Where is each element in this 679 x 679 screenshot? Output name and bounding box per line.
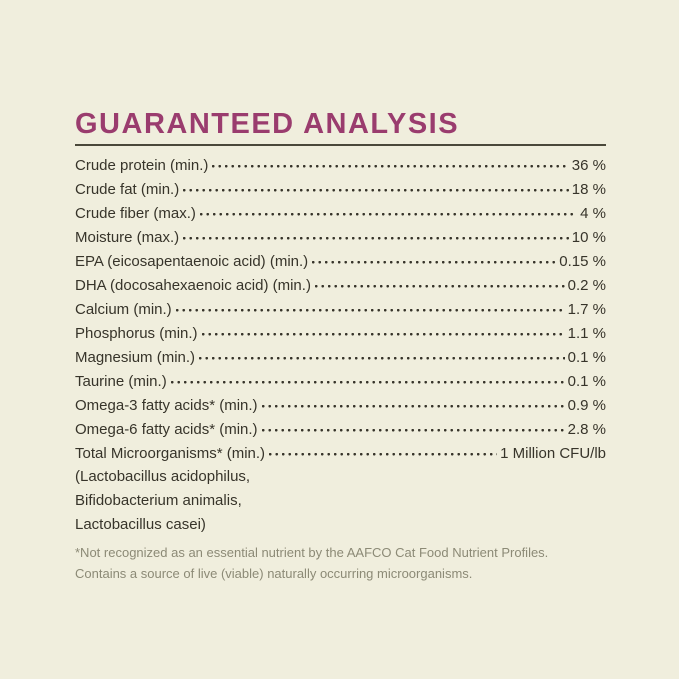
dot-leader — [201, 333, 565, 336]
analysis-row: DHA (docosahexaenoic acid) (min.) 0.2 % — [75, 273, 606, 297]
analysis-row: Taurine (min.) 0.1 % — [75, 369, 606, 393]
nutrient-value: 36 % — [571, 157, 606, 174]
dot-leader — [312, 261, 557, 264]
analysis-row: Omega-3 fatty acids* (min.) 0.9 % — [75, 393, 606, 417]
nutrient-label: Taurine (min.) — [75, 373, 167, 390]
microorganism-species-line: (Lactobacillus acidophilus, — [75, 468, 251, 485]
footnote-line: Contains a source of live (viable) natur… — [75, 566, 473, 581]
nutrient-label: Calcium (min.) — [75, 301, 172, 318]
nutrient-label: Crude protein (min.) — [75, 157, 209, 174]
dot-leader — [261, 405, 565, 408]
dot-leader — [183, 189, 569, 192]
nutrient-value: 18 % — [571, 181, 606, 198]
analysis-row: Crude fiber (max.) 4 % — [75, 201, 606, 225]
dot-leader — [183, 237, 569, 240]
nutrient-value: 0.15 % — [559, 253, 606, 270]
nutrient-label: Magnesium (min.) — [75, 349, 196, 366]
dot-leader — [212, 165, 569, 168]
nutrient-value: 1 Million CFU/lb — [500, 445, 606, 462]
nutrient-label: Total Microorganisms* (min.) — [75, 445, 266, 462]
microorganism-species-list: (Lactobacillus acidophilus, Bifidobacteri… — [75, 465, 606, 537]
analysis-row: Omega-6 fatty acids* (min.) 2.8 % — [75, 417, 606, 441]
microorganism-species-line: Lactobacillus casei) — [75, 516, 206, 533]
analysis-row: Total Microorganisms* (min.) 1 Million C… — [75, 441, 606, 465]
analysis-row: Magnesium (min.) 0.1 % — [75, 345, 606, 369]
guaranteed-analysis-panel: GUARANTEED ANALYSIS Crude protein (min.)… — [75, 108, 606, 584]
nutrient-value: 0.1 % — [567, 373, 606, 390]
dot-leader — [175, 309, 565, 312]
nutrient-label: Moisture (max.) — [75, 229, 180, 246]
dot-leader — [314, 285, 565, 288]
analysis-row: Calcium (min.) 1.7 % — [75, 297, 606, 321]
nutrient-value: 1.7 % — [567, 301, 606, 318]
analysis-row: Moisture (max.) 10 % — [75, 225, 606, 249]
dot-leader — [269, 453, 498, 456]
dot-leader — [261, 429, 565, 432]
nutrient-label: Omega-3 fatty acids* (min.) — [75, 397, 258, 414]
analysis-row: EPA (eicosapentaenoic acid) (min.) 0.15 … — [75, 249, 606, 273]
nutrient-label: Omega-6 fatty acids* (min.) — [75, 421, 258, 438]
microorganism-species-line: Bifidobacterium animalis, — [75, 492, 242, 509]
nutrient-label: Crude fat (min.) — [75, 181, 180, 198]
dot-leader — [199, 213, 578, 216]
footnote-line: *Not recognized as an essential nutrient… — [75, 545, 549, 560]
dot-leader — [199, 357, 565, 360]
dot-leader — [170, 381, 565, 384]
nutrient-value: 10 % — [571, 229, 606, 246]
nutrient-value: 4 % — [580, 205, 606, 222]
footnotes: *Not recognized as an essential nutrient… — [75, 542, 606, 584]
nutrient-value: 0.9 % — [567, 397, 606, 414]
analysis-row: Crude protein (min.) 36 % — [75, 153, 606, 177]
nutrient-value: 0.2 % — [567, 277, 606, 294]
nutrient-label: DHA (docosahexaenoic acid) (min.) — [75, 277, 311, 294]
page-title: GUARANTEED ANALYSIS — [75, 108, 460, 140]
nutrient-value: 1.1 % — [567, 325, 606, 342]
nutrient-label: Phosphorus (min.) — [75, 325, 198, 342]
title-underline — [75, 144, 606, 146]
nutrient-label: EPA (eicosapentaenoic acid) (min.) — [75, 253, 309, 270]
nutrient-value: 2.8 % — [567, 421, 606, 438]
analysis-row: Crude fat (min.) 18 % — [75, 177, 606, 201]
analysis-table: Crude protein (min.) 36 % Crude fat (min… — [75, 153, 606, 465]
nutrient-label: Crude fiber (max.) — [75, 205, 196, 222]
nutrient-value: 0.1 % — [567, 349, 606, 366]
analysis-row: Phosphorus (min.) 1.1 % — [75, 321, 606, 345]
